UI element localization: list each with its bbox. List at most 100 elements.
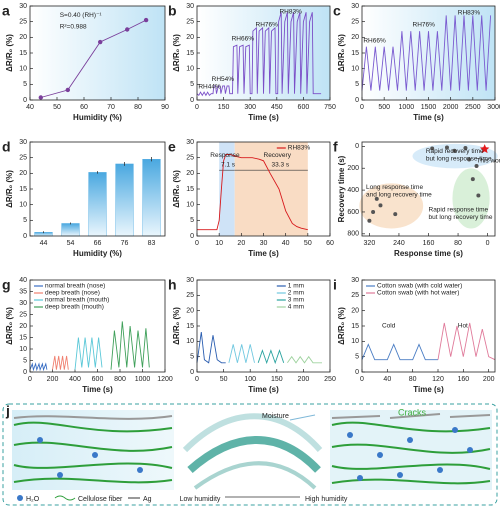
marker (378, 203, 383, 208)
y-tick-label: 10 (186, 66, 194, 73)
x-axis-label: Humidity (%) (73, 249, 122, 258)
water (37, 427, 473, 481)
x-axis-label: Time (s) (413, 385, 444, 394)
x-tick-label: 60 (326, 240, 334, 247)
x-tick-label: 50 (53, 104, 61, 111)
x-tick-label: 70 (107, 104, 115, 111)
y-tick-label: 10 (19, 202, 27, 209)
line (110, 321, 150, 370)
y-tick-label: 0 (355, 143, 359, 150)
y-tick-label: 15 (19, 50, 27, 57)
line (361, 343, 438, 361)
x-tick-label: 83 (148, 240, 156, 247)
panel-letter: d (2, 139, 11, 155)
annotation: Rapid recovery time (426, 148, 484, 155)
marker (38, 95, 43, 100)
y-axis-label: ΔR/R₀ (%) (5, 307, 14, 345)
x-tick-label: 1500 (421, 104, 437, 111)
annotation: but long recovery time (429, 214, 493, 221)
x-tick-label: 1200 (157, 376, 173, 383)
annotation: RH44% (198, 84, 221, 91)
bar (115, 163, 134, 237)
y-tick-label: 25 (351, 292, 359, 299)
x-tick-label: 150 (271, 376, 283, 383)
y-tick-label: 600 (347, 209, 359, 216)
y-axis-label: ΔR/R₀ (%) (5, 170, 14, 208)
x-tick-label: 0 (360, 104, 364, 111)
x-tick-label: 0 (28, 376, 32, 383)
annotation: RH66% (232, 36, 255, 43)
legend-label: normal breath (nose) (45, 283, 105, 290)
plot-frame (361, 279, 496, 373)
legend-label: deep breath (mouth) (45, 304, 104, 311)
y-tick-label: 20 (19, 34, 27, 41)
marker (452, 148, 457, 153)
y-tick-label: 30 (351, 3, 359, 10)
legend-text: Ag (143, 496, 152, 503)
x-tick-label: 240 (393, 240, 405, 247)
marker (374, 196, 379, 201)
x-tick-label: 750 (324, 104, 336, 111)
sheets (182, 413, 323, 490)
x-tick-label: 1000 (399, 104, 415, 111)
x-tick-label: 0 (195, 376, 199, 383)
marker (371, 209, 376, 214)
x-tick-label: 80 (454, 240, 462, 247)
annotation: RH76% (413, 22, 436, 29)
annotation: RH66% (363, 37, 386, 44)
annotation: RH83% (279, 8, 302, 15)
x-tick-label: 0 (360, 376, 364, 383)
x-tick-label: 200 (47, 376, 59, 383)
legend-label: 4 mm (288, 304, 304, 311)
panel-letter: b (168, 3, 177, 19)
y-tick-label: 30 (19, 139, 27, 146)
y-tick-label: 800 (347, 231, 359, 238)
x-tick-label: 80 (409, 376, 417, 383)
y-tick-label: 15 (19, 334, 27, 341)
y-tick-label: 5 (190, 354, 194, 361)
marker (470, 177, 475, 182)
y-tick-label: 25 (186, 292, 194, 299)
y-tick-label: 0 (23, 369, 27, 376)
y-tick-label: 0 (355, 97, 359, 104)
annotation: Response (210, 152, 240, 159)
panel-letter: e (168, 139, 176, 155)
panel-letter: a (2, 3, 10, 19)
annotation: Rapid response time (429, 206, 489, 213)
x-axis-label: Time (s) (82, 385, 113, 394)
x-tick-label: 0 (195, 104, 199, 111)
region (452, 168, 490, 229)
marker (463, 146, 468, 151)
panel-letter: i (333, 277, 337, 293)
x-tick-label: 40 (282, 240, 290, 247)
y-axis-label: ΔR/R₀ (%) (5, 34, 14, 72)
bar (61, 223, 80, 237)
annotation: Hot (458, 323, 468, 330)
y-tick-label: 10 (186, 202, 194, 209)
line (29, 362, 48, 372)
marker (65, 87, 71, 93)
region (359, 183, 424, 229)
legend-label: 3 mm (288, 297, 304, 304)
x-axis-label: Time (s) (248, 385, 279, 394)
annotation: Cold (382, 323, 396, 330)
x-tick-label: 20 (237, 240, 245, 247)
y-tick-label: 0 (190, 233, 194, 240)
x-tick-label: 120 (432, 376, 444, 383)
x-tick-label: 50 (304, 240, 312, 247)
y-tick-label: 15 (186, 323, 194, 330)
x-axis-label: Time (s) (248, 249, 279, 258)
x-tick-label: 500 (378, 104, 390, 111)
x-tick-label: 600 (92, 376, 104, 383)
marker (125, 27, 130, 32)
marker (143, 17, 149, 23)
line (74, 337, 103, 370)
y-tick-label: 0 (355, 369, 359, 376)
y-tick-label: 25 (19, 19, 27, 26)
x-tick-label: 80 (134, 104, 142, 111)
annotation: RH83% (458, 9, 481, 16)
annotation: and long recovery time (366, 191, 432, 198)
y-tick-label: 5 (190, 81, 194, 88)
legend-label: RH83% (288, 145, 311, 152)
annotation: S=0.40 (RH)⁻¹ (60, 12, 103, 19)
